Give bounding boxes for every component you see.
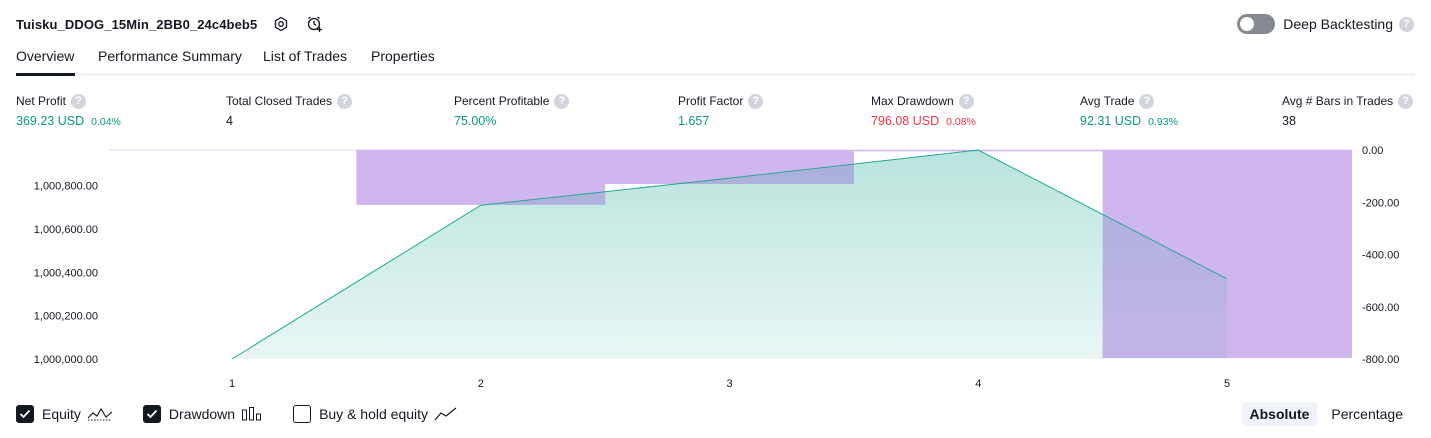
metric-value: 796.08 USD xyxy=(871,114,940,128)
legend-buy-hold-equity[interactable]: Buy & hold equity xyxy=(293,405,458,423)
net-profit-help-icon[interactable]: ? xyxy=(71,93,87,109)
metric-value: 92.31 USD xyxy=(1080,114,1142,128)
metric-avg-trade: Avg Trade? 92.31 USD 0.93% xyxy=(1080,93,1178,128)
x-axis-tick-label: 4 xyxy=(975,378,981,390)
x-axis-tick-label: 3 xyxy=(726,378,732,390)
right-axis-tick-label: -200.00 xyxy=(1362,197,1399,209)
legend-label: Equity xyxy=(42,406,81,422)
metric-max-drawdown: Max Drawdown? 796.08 USD 0.08% xyxy=(871,93,976,128)
tab-overview[interactable]: Overview xyxy=(16,48,75,76)
avg-trade-help-icon[interactable]: ? xyxy=(1139,93,1155,109)
metric-total-closed-trades: Total Closed Trades? 4 xyxy=(226,93,353,128)
buy-hold-checkbox[interactable] xyxy=(293,405,312,423)
chart-legend: Equity Drawdown Buy & hold equity xyxy=(16,404,488,424)
left-axis-tick-label: 1,000,400.00 xyxy=(34,267,98,279)
metric-label: Avg # Bars in Trades xyxy=(1282,94,1394,108)
metric-avg-bars-in-trades: Avg # Bars in Trades? 38 xyxy=(1282,93,1414,128)
equity-checkbox[interactable] xyxy=(16,405,34,423)
settings-gear-icon[interactable] xyxy=(271,14,291,34)
right-axis-tick-label: 0.00 xyxy=(1362,145,1383,157)
left-axis-tick-label: 1,000,600.00 xyxy=(34,224,98,236)
metric-percent: 0.93% xyxy=(1148,116,1178,128)
deep-backtesting-toggle[interactable] xyxy=(1237,14,1276,34)
metric-value: 4 xyxy=(226,114,233,128)
drawdown-bars-icon xyxy=(241,406,263,422)
legend-label: Buy & hold equity xyxy=(319,406,429,422)
legend-equity[interactable]: Equity xyxy=(16,405,113,423)
x-axis-tick-label: 2 xyxy=(478,378,484,390)
avg-bars-help-icon[interactable]: ? xyxy=(1398,93,1414,109)
tab-performance-summary[interactable]: Performance Summary xyxy=(98,48,242,64)
drawdown-bar-overlay xyxy=(605,150,854,184)
profit-factor-help-icon[interactable]: ? xyxy=(748,93,764,109)
value-mode-switch: Absolute Percentage xyxy=(1236,402,1412,426)
metric-label: Total Closed Trades xyxy=(226,94,333,108)
metric-percent: 0.08% xyxy=(946,116,976,128)
buy-hold-line-icon xyxy=(434,406,458,422)
percent-profitable-help-icon[interactable]: ? xyxy=(554,93,570,109)
right-axis-tick-label: -400.00 xyxy=(1362,250,1399,262)
metric-profit-factor: Profit Factor? 1.657 xyxy=(678,93,764,128)
report-tabs: Overview Performance Summary List of Tra… xyxy=(16,44,1415,76)
metric-label: Max Drawdown xyxy=(871,94,954,108)
left-axis-tick-label: 1,000,200.00 xyxy=(34,311,98,323)
legend-label: Drawdown xyxy=(168,406,236,422)
x-axis-tick-label: 5 xyxy=(1224,378,1230,390)
x-axis-tick-label: 1 xyxy=(229,378,235,390)
metric-value: 1.657 xyxy=(678,114,710,128)
metric-net-profit: Net Profit? 369.23 USD 0.04% xyxy=(16,93,121,128)
metric-value: 369.23 USD xyxy=(16,114,85,128)
metric-label: Percent Profitable xyxy=(454,94,550,108)
metric-value: 38 xyxy=(1282,114,1296,128)
drawdown-bar-overlay xyxy=(853,150,1103,152)
total-closed-trades-help-icon[interactable]: ? xyxy=(337,93,353,109)
deep-backtesting-help-icon[interactable]: ? xyxy=(1399,16,1414,32)
left-axis-tick-label: 1,000,800.00 xyxy=(34,181,98,193)
absolute-button[interactable]: Absolute xyxy=(1241,402,1318,426)
equity-drawdown-chart[interactable]: 1,000,000.00 1,000,200.00 1,000,400.00 1,00… xyxy=(0,140,1431,400)
metric-percent-profitable: Percent Profitable? 75.00% xyxy=(454,93,570,128)
legend-drawdown[interactable]: Drawdown xyxy=(142,405,263,423)
metric-value: 75.00% xyxy=(454,114,497,128)
left-axis-tick-label: 1,000,000.00 xyxy=(34,354,98,366)
report-header: Tuisku_DDOG_15Min_2BB0_24c4beb5 xyxy=(16,12,325,36)
tab-properties[interactable]: Properties xyxy=(371,48,435,64)
drawdown-bar-overlay xyxy=(356,150,606,205)
metric-label: Profit Factor xyxy=(678,94,744,108)
drawdown-bar-overlay xyxy=(1102,150,1352,358)
strategy-title: Tuisku_DDOG_15Min_2BB0_24c4beb5 xyxy=(16,16,258,32)
add-alert-clock-icon[interactable] xyxy=(305,14,325,34)
equity-line-icon xyxy=(87,406,113,422)
metric-percent: 0.04% xyxy=(91,116,121,128)
percentage-button[interactable]: Percentage xyxy=(1331,406,1403,422)
equity-area xyxy=(232,150,1227,359)
deep-backtesting-label: Deep Backtesting xyxy=(1283,16,1393,32)
right-axis-tick-label: -800.00 xyxy=(1362,354,1399,366)
metric-label: Avg Trade xyxy=(1080,94,1135,108)
drawdown-checkbox[interactable] xyxy=(142,405,161,423)
max-drawdown-help-icon[interactable]: ? xyxy=(958,93,974,109)
deep-backtesting-control: Deep Backtesting ? xyxy=(1237,14,1414,34)
right-axis-tick-label: -600.00 xyxy=(1362,302,1399,314)
tab-list-of-trades[interactable]: List of Trades xyxy=(263,48,348,64)
metric-label: Net Profit xyxy=(16,94,67,108)
equity-line xyxy=(231,149,1228,360)
